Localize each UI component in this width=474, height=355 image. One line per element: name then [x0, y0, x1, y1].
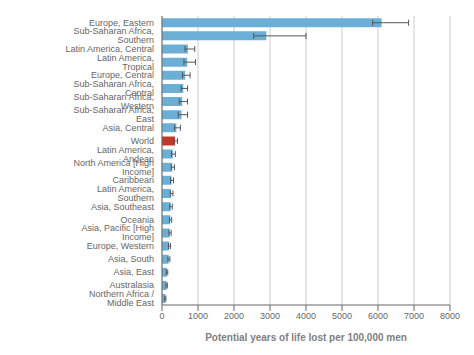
- svg-text:Northern Africa /Middle East: Northern Africa /Middle East: [89, 289, 155, 308]
- svg-text:Asia, Central: Asia, Central: [102, 123, 154, 133]
- svg-text:4000: 4000: [296, 311, 316, 321]
- svg-text:8000: 8000: [440, 311, 460, 321]
- svg-text:3000: 3000: [260, 311, 280, 321]
- svg-text:1000: 1000: [188, 311, 208, 321]
- svg-text:Asia, East: Asia, East: [113, 267, 154, 277]
- svg-text:Europe, Western: Europe, Western: [87, 241, 154, 251]
- svg-text:Asia, Southeast: Asia, Southeast: [91, 202, 155, 212]
- svg-text:Asia, South: Asia, South: [108, 254, 154, 264]
- svg-text:0: 0: [159, 311, 164, 321]
- svg-text:Latin America,Tropical: Latin America,Tropical: [97, 53, 154, 72]
- svg-text:Asia, Pacific [HighIncome]: Asia, Pacific [HighIncome]: [81, 223, 154, 242]
- svg-text:Potential years of life lost p: Potential years of life lost per 100,000…: [205, 332, 407, 343]
- svg-text:5000: 5000: [332, 311, 352, 321]
- svg-text:7000: 7000: [404, 311, 424, 321]
- svg-text:2000: 2000: [224, 311, 244, 321]
- svg-text:Sub-Saharan Africa,Southern: Sub-Saharan Africa,Southern: [73, 26, 154, 45]
- svg-text:Sub-Saharan Africa,East: Sub-Saharan Africa,East: [73, 105, 154, 124]
- svg-text:Latin America,Southern: Latin America,Southern: [97, 184, 154, 203]
- svg-text:6000: 6000: [368, 311, 388, 321]
- svg-text:North America [HighIncome]: North America [HighIncome]: [73, 158, 154, 177]
